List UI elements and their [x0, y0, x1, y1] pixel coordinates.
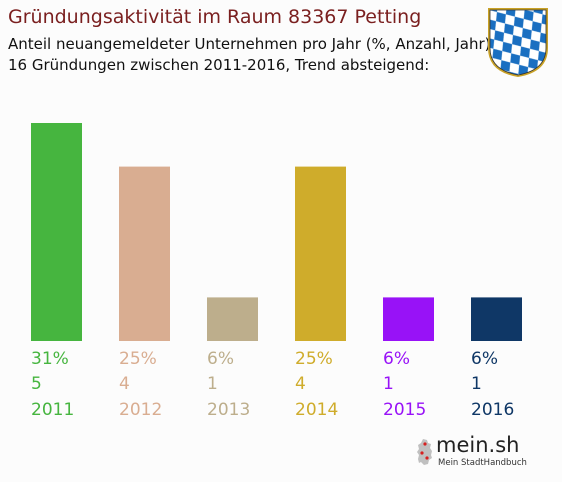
count-label-2012: 4 [119, 374, 130, 394]
year-label-2011: 2011 [31, 400, 74, 420]
year-label-2016: 2016 [471, 400, 514, 420]
percent-label-2013: 6% [207, 349, 234, 369]
bar-2016 [471, 297, 522, 341]
percent-label-2011: 31% [31, 349, 69, 369]
count-label-2011: 5 [31, 374, 42, 394]
bar-2011 [31, 123, 82, 341]
bar-2012 [119, 166, 170, 341]
percent-label-2014: 25% [295, 349, 333, 369]
year-label-2015: 2015 [383, 400, 426, 420]
percent-label-2016: 6% [471, 349, 498, 369]
percent-label-2012: 25% [119, 349, 157, 369]
count-label-2013: 1 [207, 374, 218, 394]
logo-tagline: Mein StadtHandbuch [438, 458, 527, 468]
mein-sh-logo: mein.sh Mein StadtHandbuch [416, 433, 528, 473]
bar-2015 [383, 297, 434, 341]
year-label-2014: 2014 [295, 400, 338, 420]
chart-summary: 16 Gründungen zwischen 2011-2016, Trend … [8, 56, 430, 74]
percent-label-2015: 6% [383, 349, 410, 369]
count-label-2016: 1 [471, 374, 482, 394]
chart-subtitle: Anteil neuangemeldeter Unternehmen pro J… [8, 35, 491, 53]
logo-name: mein.sh [436, 433, 520, 457]
germany-map-icon [417, 439, 432, 465]
bar-2013 [207, 297, 258, 341]
count-label-2014: 4 [295, 374, 306, 394]
count-label-2015: 1 [383, 374, 394, 394]
year-label-2012: 2012 [119, 400, 162, 420]
chart-title: Gründungsaktivität im Raum 83367 Petting [8, 6, 422, 28]
bar-2014 [295, 166, 346, 341]
bavaria-crest-icon [488, 8, 548, 77]
year-label-2013: 2013 [207, 400, 250, 420]
